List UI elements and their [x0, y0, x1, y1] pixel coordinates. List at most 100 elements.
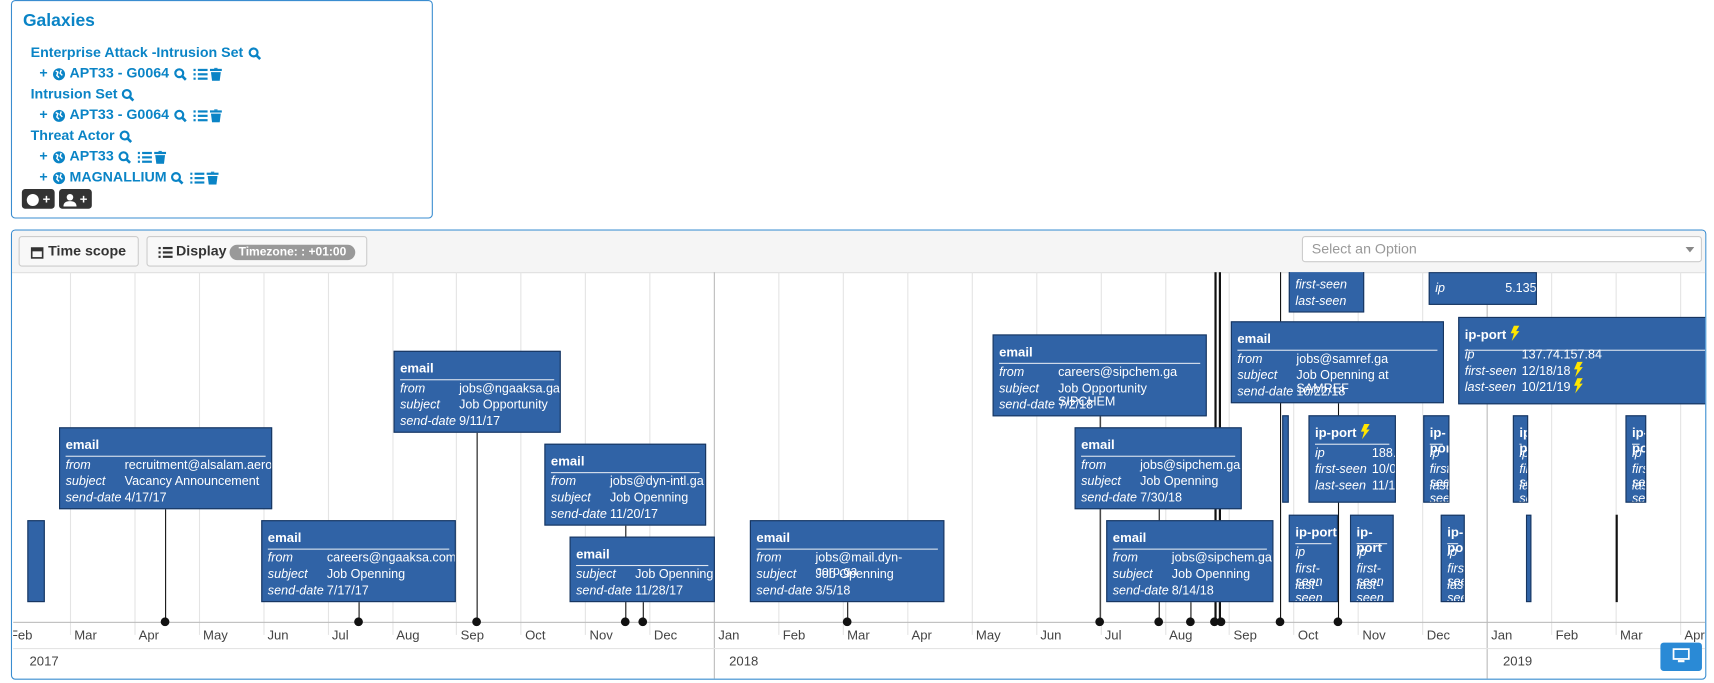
expand-toggle[interactable]: + — [39, 147, 48, 164]
icon-graphic — [26, 193, 39, 206]
field-key: subject — [1237, 369, 1278, 383]
galaxy-name[interactable]: MAGNALLIUM — [69, 168, 167, 185]
field-key: from — [65, 458, 91, 473]
add-button[interactable]: + — [59, 189, 92, 209]
timeline-item[interactable]: email from jobs@dyn-intl.ga subject Job Open… — [544, 443, 707, 526]
item-header: email — [267, 530, 302, 546]
add-button[interactable]: + — [21, 189, 55, 209]
icon-user — [63, 193, 77, 207]
field-key: from — [267, 551, 293, 565]
plus: + — [79, 191, 88, 207]
item-header: ip-port — [1315, 423, 1371, 440]
timeline-body: Feb Mar Apr May Jun Jul Aug Sep Oct Nov Dec Jan Feb M… — [13, 272, 1706, 679]
header-rule — [1631, 443, 1640, 445]
field-key: send-date — [400, 415, 456, 429]
list-icon[interactable] — [193, 67, 208, 80]
timeline-item[interactable]: email from jobs@sipchem.ga subject Job Openn… — [1074, 427, 1242, 510]
option-select[interactable]: Select an Option — [1301, 236, 1702, 263]
month-label: Oct — [525, 627, 546, 643]
field-key: last-seen — [1314, 479, 1367, 493]
search-icon[interactable] — [173, 109, 187, 122]
field-key: ip — [1356, 546, 1367, 560]
timeline-item[interactable]: ip 5.135.12 — [1428, 272, 1537, 305]
field-key: last-seen — [1295, 295, 1347, 309]
timeline-item[interactable]: email from jobs@samref.ga subject Job Openni… — [1230, 321, 1444, 404]
header-rule — [267, 548, 450, 550]
icon-graphic — [52, 67, 65, 80]
search-icon[interactable] — [118, 150, 132, 164]
list-icon[interactable] — [193, 109, 208, 122]
field-key: send-date — [576, 584, 632, 598]
header-rule — [576, 564, 709, 567]
field-key: ip — [1464, 348, 1475, 362]
display-button[interactable]: Display Timezone: : +01:00 — [146, 236, 368, 267]
timeline-item[interactable]: email subject Job Openning send-date 11/28/1… — [569, 536, 715, 603]
connector — [357, 602, 360, 622]
field-value: careers@sipchem.ga — [1058, 366, 1178, 380]
item-box — [27, 520, 45, 603]
timeline-item[interactable]: ip-port ip 137.74.157.84 first-seen 12/18/18… — [1458, 316, 1706, 405]
month-label: Sep — [1233, 627, 1257, 643]
timeline-item[interactable]: email from recruitment@alsalam.aero subject… — [59, 427, 273, 510]
field-value: jobs@sipchem.ga — [1140, 458, 1241, 473]
field-value: jobs@sipchem.ga — [1171, 551, 1272, 565]
globe-icon — [52, 171, 65, 184]
field-value: 3/5/18 — [815, 584, 851, 598]
search-icon[interactable] — [248, 46, 261, 60]
field-key: last-seen — [1631, 479, 1646, 503]
month-label: Nov — [1362, 627, 1386, 643]
galaxy-group-name[interactable]: Intrusion Set — [30, 85, 118, 102]
month-label: Aug — [1169, 627, 1193, 643]
search-icon[interactable] — [171, 171, 184, 185]
galaxy-item: + MAGNALLIUM — [39, 168, 220, 185]
field-key: first-seen — [1631, 463, 1646, 490]
search-icon[interactable] — [119, 130, 132, 143]
fullscreen-button[interactable] — [1660, 642, 1702, 671]
delete-icon[interactable] — [209, 67, 222, 81]
timeline-item[interactable]: email from jobs@mail.dyn-corp.ga subject Job… — [749, 520, 945, 603]
event-dot — [354, 617, 363, 627]
header-rule — [1447, 543, 1459, 545]
galaxy-group-name[interactable]: Threat Actor — [30, 126, 115, 144]
galaxy-name[interactable]: APT33 — [69, 147, 114, 164]
timeline-item[interactable]: email from careers@sipchem.ga subject Job Op… — [992, 334, 1207, 417]
galaxy-name[interactable]: APT33 - G0064 — [69, 106, 170, 123]
item-header: email — [550, 453, 585, 469]
search-icon[interactable] — [173, 67, 187, 81]
timeline-item[interactable]: email from careers@ngaaksa.com subject Job O… — [261, 520, 456, 603]
delete-icon[interactable] — [154, 150, 167, 164]
bolt-icon — [1573, 362, 1584, 378]
time-scope-button[interactable]: Time scope — [18, 236, 139, 267]
timeline-item[interactable]: ip-port ip 188. first-seen 10/0 last-seen 11/1 — [1308, 415, 1396, 503]
event-dot — [1333, 617, 1343, 627]
list-icon[interactable] — [190, 171, 205, 184]
timeline-item[interactable]: email from jobs@ngaaksa.ga subject Job Oppor… — [393, 350, 561, 433]
month-label: Dec — [1426, 627, 1451, 643]
delete-icon[interactable] — [207, 171, 220, 185]
galaxy-group-name[interactable]: Enterprise Attack -Intrusion Set — [30, 43, 244, 61]
bolt-icon — [1510, 325, 1521, 341]
month-label: Apr — [138, 627, 160, 643]
icon-graphic — [173, 67, 187, 81]
expand-toggle[interactable]: + — [39, 106, 48, 123]
list-icon[interactable] — [137, 150, 153, 163]
expand-toggle[interactable]: + — [39, 168, 48, 185]
month-label: Jan — [1491, 627, 1513, 643]
search-icon[interactable] — [122, 88, 135, 101]
grid-line — [907, 272, 909, 635]
field-value: 10/0 — [1371, 463, 1396, 477]
expand-toggle[interactable]: + — [39, 64, 48, 81]
field-key: ip — [1295, 546, 1306, 560]
delete-icon[interactable] — [209, 108, 222, 122]
timeline-item[interactable]: email from jobs@sipchem.ga subject Job Openn… — [1106, 520, 1274, 603]
galaxy-name[interactable]: APT33 - G0064 — [69, 64, 170, 81]
grid-line — [1035, 272, 1038, 635]
